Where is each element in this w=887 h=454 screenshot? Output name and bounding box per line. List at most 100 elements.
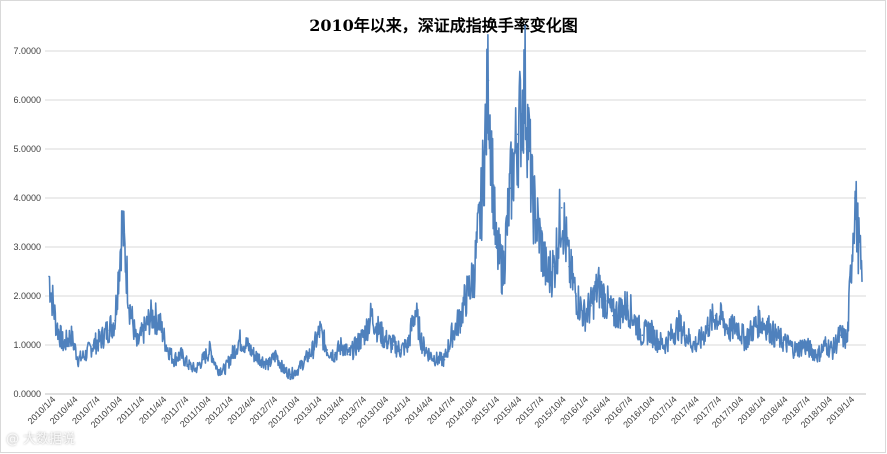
data-point: [634, 319, 636, 322]
data-point: [722, 319, 724, 322]
data-point: [714, 314, 717, 317]
data-point: [670, 334, 673, 337]
data-point: [333, 354, 336, 356]
data-point: [787, 344, 790, 346]
data-point: [114, 319, 116, 322]
data-point: [414, 309, 417, 312]
data-point: [282, 368, 285, 371]
data-point: [326, 349, 329, 351]
data-point: [692, 344, 695, 346]
data-point: [260, 358, 263, 361]
data-point: [575, 295, 578, 297]
chart-title: 2010年以来，深证成指换手率变化图: [309, 16, 578, 35]
data-point: [663, 344, 666, 346]
data-point: [202, 358, 204, 361]
data-point: [582, 314, 585, 317]
data-point: [473, 275, 475, 278]
data-point: [377, 329, 380, 332]
data-point: [568, 265, 570, 268]
y-tick-label: 4.0000: [13, 193, 41, 203]
data-point: [216, 368, 219, 371]
data-point: [861, 280, 863, 283]
data-point: [809, 349, 812, 351]
data-point: [451, 334, 453, 337]
data-point: [363, 334, 365, 337]
data-point: [121, 221, 124, 224]
data-point: [487, 79, 490, 82]
data-point: [407, 344, 409, 346]
data-point: [509, 187, 512, 189]
data-point: [516, 133, 519, 136]
data-point: [55, 324, 58, 327]
data-point: [538, 236, 541, 238]
data-point: [304, 358, 307, 361]
y-tick-label: 5.0000: [13, 144, 41, 154]
data-point: [355, 344, 358, 346]
data-point: [751, 329, 753, 332]
data-point: [180, 354, 182, 356]
data-point: [685, 334, 688, 337]
data-point: [436, 358, 438, 361]
data-point: [626, 305, 629, 307]
data-point: [707, 324, 709, 327]
data-point: [209, 349, 211, 351]
data-point: [465, 295, 468, 297]
data-point: [590, 305, 592, 307]
y-tick-label: 1.0000: [13, 340, 41, 350]
y-tick-label: 2.0000: [13, 291, 41, 301]
data-point: [385, 339, 387, 341]
data-point: [817, 354, 819, 356]
y-tick-label: 6.0000: [13, 95, 41, 105]
data-point: [524, 84, 526, 87]
data-point: [831, 349, 834, 351]
data-point: [223, 368, 226, 371]
data-point: [700, 339, 702, 341]
data-point: [165, 344, 167, 346]
data-point: [421, 344, 424, 346]
data-point: [267, 363, 270, 366]
data-point: [92, 344, 94, 346]
data-point: [77, 358, 80, 361]
data-point: [289, 373, 292, 376]
data-point: [560, 207, 563, 209]
data-point: [824, 344, 827, 346]
data-point: [172, 358, 175, 361]
data-point: [531, 197, 534, 199]
data-point: [245, 344, 248, 346]
data-point: [502, 270, 504, 273]
data-point: [458, 319, 460, 322]
data-point: [839, 334, 841, 337]
data-point: [780, 339, 783, 341]
series-line: [48, 24, 863, 381]
data-point: [597, 285, 600, 288]
data-point: [136, 344, 138, 346]
data-point: [802, 344, 805, 346]
data-point: [729, 329, 731, 332]
data-point: [736, 324, 739, 327]
data-point: [238, 339, 241, 341]
data-point: [765, 324, 768, 327]
y-tick-label: 0.0000: [13, 389, 41, 399]
data-point: [158, 319, 160, 322]
data-point: [612, 314, 614, 317]
data-point: [494, 246, 497, 248]
data-point: [370, 314, 373, 317]
data-point: [392, 344, 395, 346]
data-point: [795, 349, 797, 351]
data-point: [641, 334, 644, 337]
watermark-text: @ 大数据说: [6, 432, 76, 447]
data-point: [275, 354, 277, 356]
data-point: [853, 197, 856, 199]
data-point: [48, 275, 50, 278]
data-point: [443, 358, 446, 361]
data-point: [341, 344, 343, 346]
data-point: [84, 354, 87, 356]
data-point: [62, 344, 65, 346]
data-point: [143, 329, 146, 332]
data-point: [348, 354, 351, 356]
data-point: [128, 305, 131, 307]
data-point: [546, 275, 548, 278]
data-point: [758, 319, 761, 322]
